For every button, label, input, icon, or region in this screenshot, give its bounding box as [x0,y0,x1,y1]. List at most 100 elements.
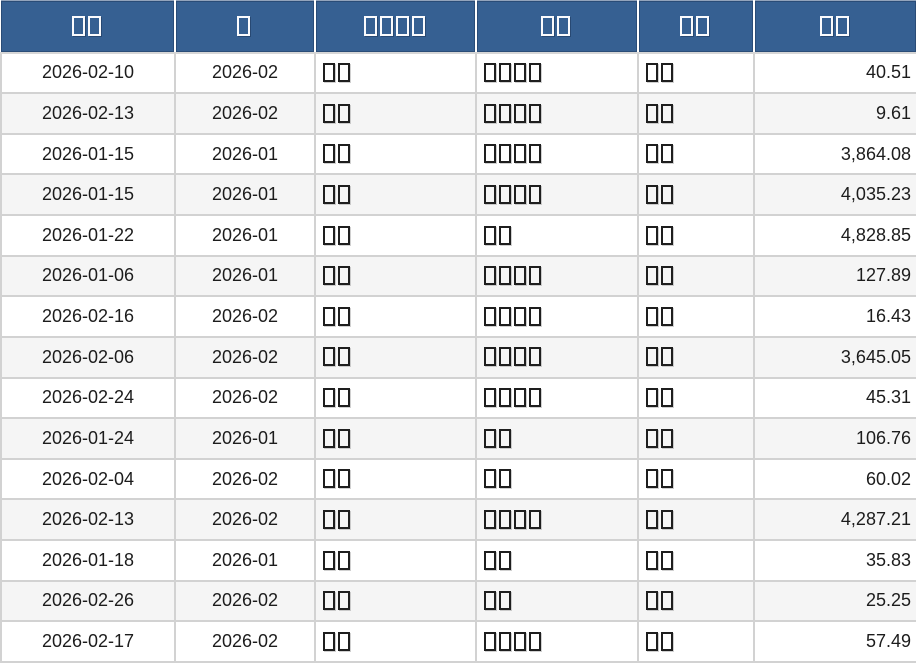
cell-field4 [475,539,639,582]
cell-field3 [314,539,477,582]
missing-glyph-box [499,591,511,611]
cell-field3 [314,214,477,257]
cell-field3 [314,173,477,216]
missing-glyph-box [484,388,496,408]
missing-glyph-box [529,103,541,123]
cell-month: 2026-01 [174,132,316,176]
cell-field5 [637,498,755,541]
missing-glyph-box [661,509,673,529]
missing-glyph-box [338,428,350,448]
cell-field5 [637,173,755,216]
cell-field3 [314,620,477,663]
table-row: 2026-02-26 2026-02 25.25 [0,579,916,623]
missing-glyph-box [395,15,409,36]
cell-field5 [637,51,755,95]
missing-glyph-box [323,631,335,651]
missing-glyph-box [514,266,526,286]
missing-glyph-box [646,103,658,123]
missing-glyph-box [338,347,350,367]
missing-glyph-box [338,631,350,651]
column-header-field3 [314,0,476,54]
missing-glyph-box [338,225,350,245]
missing-glyph-box [499,225,511,245]
missing-glyph-box [484,225,496,245]
cell-field3 [314,254,477,298]
missing-glyph-box [661,266,673,286]
cell-date: 2026-02-17 [0,620,176,663]
cell-field5 [637,457,755,501]
missing-glyph-box [514,144,526,164]
missing-glyph-box [323,388,335,408]
missing-glyph-box [514,184,526,204]
missing-glyph-box [661,225,673,245]
cell-field4 [475,132,639,176]
cell-amount: 3,645.05 [753,335,916,379]
cell-field4 [475,92,639,135]
cell-amount: 57.49 [753,620,916,663]
cell-month: 2026-02 [174,92,316,135]
missing-glyph-box [514,63,526,83]
table-row: 2026-02-10 2026-02 40.51 [0,51,916,95]
cell-field4 [475,457,639,501]
cell-amount: 16.43 [753,295,916,338]
column-header-field5 [637,0,754,54]
cell-field4 [475,417,639,460]
header-row [1,0,916,54]
cell-field5 [637,335,755,379]
missing-glyph-box [529,63,541,83]
missing-glyph-box [499,306,511,326]
missing-glyph-box [499,144,511,164]
missing-glyph-box [484,509,496,529]
missing-glyph-box [484,103,496,123]
missing-glyph-box [338,144,350,164]
missing-glyph-box [646,63,658,83]
missing-glyph-box [661,184,673,204]
missing-glyph-box [323,306,335,326]
missing-glyph-box [646,469,658,489]
cell-amount: 4,287.21 [753,498,916,541]
table-row: 2026-02-04 2026-02 60.02 [0,457,916,501]
missing-glyph-box [529,306,541,326]
cell-field5 [637,295,755,338]
cell-field5 [637,620,755,663]
cell-month: 2026-02 [174,335,316,379]
missing-glyph-box [323,144,335,164]
missing-glyph-box [499,103,511,123]
missing-glyph-box [661,428,673,448]
missing-glyph-box [323,63,335,83]
missing-glyph-box [323,103,335,123]
table-row: 2026-01-22 2026-01 4,828.85 [0,214,916,257]
missing-glyph-box [323,347,335,367]
table-row: 2026-01-15 2026-01 4,035.23 [0,173,916,216]
missing-glyph-box [514,306,526,326]
missing-glyph-box [237,15,250,36]
missing-glyph-box [323,550,335,570]
table-body: 2026-02-10 2026-02 40.51 2026-02-13 2026… [0,51,916,663]
missing-glyph-box [680,15,693,36]
missing-glyph-box [499,388,511,408]
table-row: 2026-01-18 2026-01 35.83 [0,539,916,582]
missing-glyph-box [696,15,709,36]
cell-field3 [314,51,477,95]
table-row: 2026-02-17 2026-02 57.49 [0,620,916,663]
cell-month: 2026-02 [174,579,316,623]
missing-glyph-box [646,509,658,529]
missing-glyph-box [529,347,541,367]
missing-glyph-box [661,63,673,83]
missing-glyph-box [514,631,526,651]
cell-field4 [475,620,639,663]
missing-glyph-box [646,550,658,570]
cell-field4 [475,51,639,95]
cell-month: 2026-02 [174,295,316,338]
missing-glyph-box [338,306,350,326]
missing-glyph-box [484,184,496,204]
missing-glyph-box [661,388,673,408]
cell-field4 [475,376,639,420]
cell-date: 2026-02-13 [0,92,176,135]
missing-glyph-box [379,15,393,36]
missing-glyph-box [646,631,658,651]
missing-glyph-box [661,306,673,326]
cell-date: 2026-02-24 [0,376,176,420]
cell-month: 2026-02 [174,457,316,501]
